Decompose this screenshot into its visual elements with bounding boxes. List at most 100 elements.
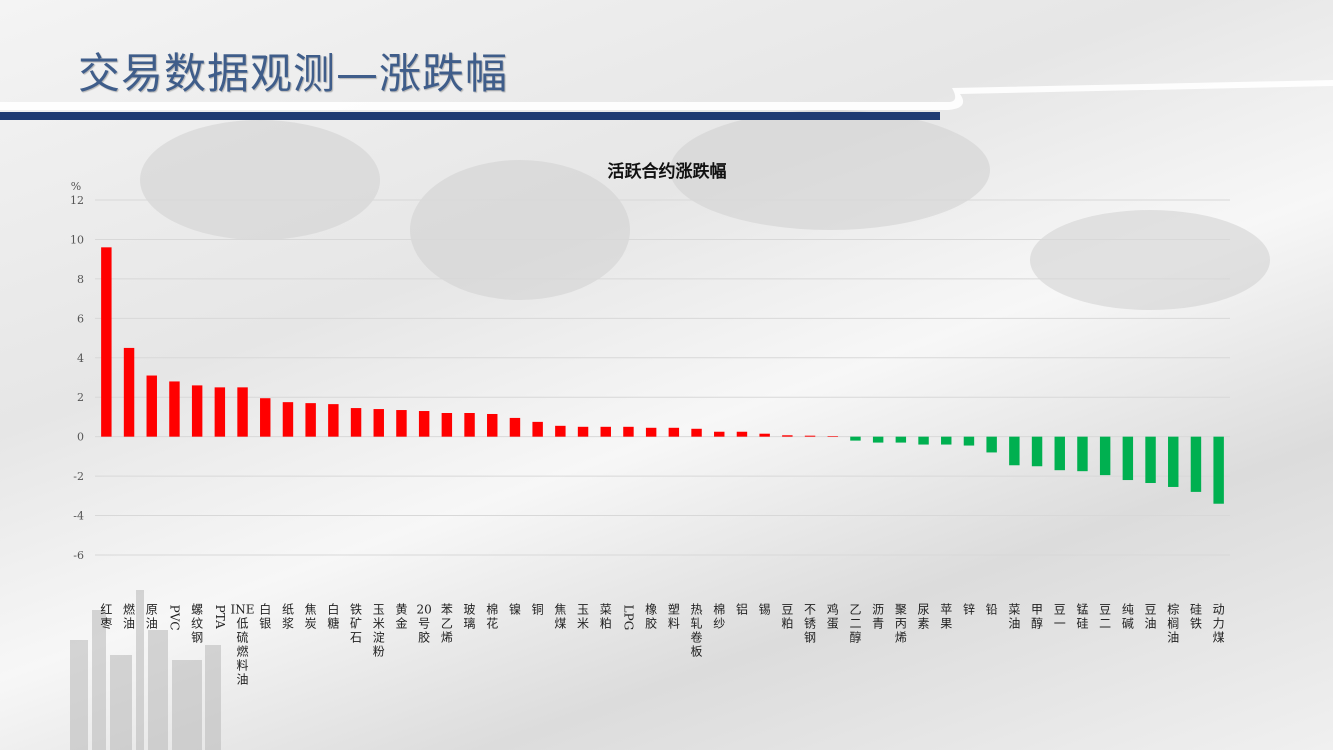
x-tick-label: 硅铁	[1190, 603, 1202, 631]
y-tick-label: -6	[73, 549, 84, 562]
x-tick-label: 原油	[146, 603, 158, 631]
bar	[645, 427, 657, 437]
bar	[895, 436, 907, 443]
y-tick-label: 12	[70, 194, 84, 207]
x-tick-label: 铜	[532, 602, 544, 617]
header-white-swoosh	[0, 80, 1333, 110]
header-divider-bar	[0, 80, 1333, 120]
bar	[396, 410, 407, 437]
bar	[850, 436, 861, 441]
x-tick-label: 20 号胶	[417, 603, 432, 645]
x-tick-label: 棕榈油	[1167, 602, 1179, 645]
x-tick-label: 菜油	[1008, 603, 1020, 631]
bar	[1145, 436, 1156, 484]
bar	[191, 385, 203, 437]
bar	[464, 413, 475, 437]
bar	[600, 426, 611, 437]
bar	[986, 436, 997, 453]
bar	[1190, 436, 1202, 492]
chart-title: 活跃合约涨跌幅	[608, 161, 727, 182]
x-tick-label: 镍	[509, 603, 521, 617]
bar	[918, 436, 929, 445]
x-tick-label: 沥青	[872, 603, 884, 631]
y-tick-label: 10	[70, 233, 84, 246]
bar	[418, 411, 430, 437]
bars	[101, 247, 1224, 504]
x-tick-label: 塑料	[668, 602, 680, 631]
city-skyline	[70, 590, 221, 750]
bar	[963, 436, 975, 446]
y-tick-label: -4	[73, 510, 84, 523]
x-tick-label: 白银	[259, 602, 271, 631]
x-tick-label: 乙二醇	[849, 603, 861, 645]
x-tick-label: 锌	[963, 603, 975, 617]
bar	[1031, 436, 1043, 467]
x-tick-label: PTA	[213, 605, 227, 629]
x-tick-label: 玉米	[577, 603, 589, 631]
x-tick-label: 豆二	[1099, 603, 1111, 631]
bar	[1168, 436, 1179, 487]
x-tick-label: 豆粕	[781, 603, 793, 631]
x-tick-label: 锰硅	[1076, 602, 1088, 631]
bar	[714, 431, 725, 437]
y-tick-label: -2	[73, 470, 84, 483]
bar	[169, 381, 180, 437]
x-tick-label: 玻璃	[464, 603, 476, 631]
bar	[260, 398, 271, 437]
bar	[577, 426, 589, 437]
x-tick-label: 橡胶	[645, 603, 657, 631]
bar	[328, 404, 339, 437]
x-tick-label: 玉米淀粉	[373, 603, 385, 659]
x-tick-label: 豆油	[1145, 603, 1157, 631]
x-tick-label: 鸡蛋	[827, 602, 839, 631]
bar	[373, 409, 384, 437]
bar	[1213, 436, 1224, 504]
bar	[350, 408, 362, 437]
x-tick-label: 不锈钢	[804, 603, 816, 645]
bar	[1122, 436, 1134, 481]
bar	[782, 435, 793, 437]
bar	[532, 421, 543, 437]
x-tick-label: 苹果	[940, 603, 952, 631]
bar	[668, 427, 680, 437]
bar	[441, 413, 453, 437]
x-tick-label: 聚丙烯	[895, 603, 907, 645]
bar	[804, 435, 816, 437]
y-tick-label: 0	[77, 431, 84, 444]
y-axis-ticks: 12 10 8 6 4 2 0 -2 -4 -6	[70, 194, 84, 562]
bar	[1077, 436, 1088, 472]
x-tick-label: 红枣	[100, 602, 112, 631]
bar	[736, 431, 748, 437]
bar	[1099, 436, 1111, 476]
bar	[146, 375, 157, 437]
x-tick-label: 螺纹钢	[191, 603, 203, 645]
x-tick-label: 白糖	[327, 602, 339, 631]
gridlines	[95, 199, 1230, 556]
bar	[691, 428, 702, 437]
x-tick-label: 动力煤	[1213, 603, 1225, 645]
y-tick-label: 8	[77, 273, 84, 286]
y-tick-label: 2	[77, 391, 84, 404]
x-tick-label: 菜粕	[600, 603, 612, 631]
x-tick-label: INE 低硫燃料油	[231, 603, 255, 687]
bar	[827, 436, 838, 437]
header-navy-band	[0, 112, 940, 120]
x-tick-label: LPG	[621, 605, 635, 631]
bar	[555, 425, 566, 437]
page-title: 交易数据观测—涨跌幅	[78, 49, 509, 98]
x-tick-label: 铝	[736, 602, 748, 617]
x-tick-label: 豆一	[1054, 603, 1066, 631]
bar	[237, 387, 248, 437]
x-tick-label: 热轧卷板	[691, 603, 703, 659]
x-tick-label: 苯乙烯	[441, 603, 453, 645]
bar	[759, 433, 770, 437]
bar	[487, 413, 498, 437]
x-tick-label: 铅	[986, 603, 998, 617]
bar	[941, 436, 952, 445]
x-tick-label: 甲醇	[1031, 603, 1043, 631]
bar	[509, 417, 521, 437]
x-tick-label: 棉纱	[713, 603, 725, 631]
x-tick-label: 铁矿石	[350, 603, 362, 645]
bar	[305, 403, 316, 437]
